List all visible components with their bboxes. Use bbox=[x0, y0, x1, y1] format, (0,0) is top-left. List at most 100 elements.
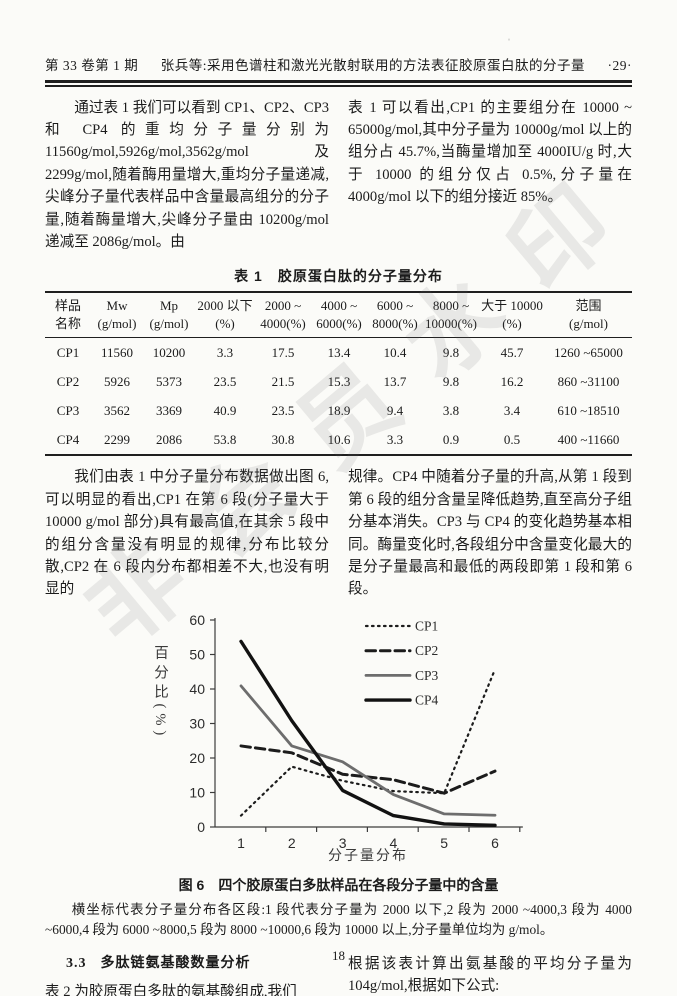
figure-note: 横坐标代表分子量分布各区段:1 段代表分子量为 2000 以下,2 段为 200… bbox=[45, 901, 632, 937]
table-cell: 13.7 bbox=[383, 373, 407, 389]
header-rule bbox=[45, 80, 632, 87]
table-cell: 53.8 bbox=[213, 431, 237, 447]
y-tick-label: 50 bbox=[189, 646, 205, 662]
table-cell: 5373 bbox=[156, 373, 182, 389]
paragraph: 根据该表计算出氨基酸的平均分子量为 104g/mol,根据如下公式: bbox=[348, 955, 632, 995]
section-number: 3.3 bbox=[66, 955, 87, 971]
table-cell: 3.8 bbox=[442, 402, 460, 418]
scan-artifact: ˈ bbox=[507, 36, 511, 50]
table-title: 表 1 胶原蛋白肽的分子量分布 bbox=[234, 268, 443, 285]
x-tick-label: 3 bbox=[339, 835, 347, 851]
table-cell: 0.5 bbox=[503, 431, 521, 447]
table-row: CP4 2299 2086 53.8 30.8 10.6 3.3 0.9 0.5 400 ~116… bbox=[45, 425, 632, 455]
table-cell: 610 ~18510 bbox=[557, 402, 620, 418]
table-cell: 9.8 bbox=[442, 373, 460, 389]
figure-caption: 图 6 四个胶原蛋白多肽样品在各段分子量中的含量 bbox=[178, 876, 499, 893]
table-cell: 21.5 bbox=[271, 373, 295, 389]
table-cell: 17.5 bbox=[271, 344, 295, 360]
paragraph: 表 2 为胶原蛋白多肽的氨基酸组成,我们 bbox=[45, 984, 297, 996]
text-block-2: 我们由表 1 中分子量分布数据做出图 6,可以明显的看出,CP1 在第 6 段(… bbox=[45, 466, 632, 600]
table-cell: 11560 bbox=[100, 344, 134, 360]
table-cell: 45.7 bbox=[500, 344, 524, 360]
paragraph: 规律。CP4 中随着分子量的升高,从第 1 段到第 6 段的组分含量呈降低趋势,… bbox=[348, 469, 632, 598]
table-cell: 0.9 bbox=[442, 431, 460, 447]
y-tick-label: 0 bbox=[197, 819, 205, 835]
table-cell: 3562 bbox=[104, 402, 130, 418]
col-header: 6000 ~8000(%) bbox=[367, 292, 423, 339]
table-cell: 2299 bbox=[104, 431, 130, 447]
table-cell: 3.3 bbox=[216, 344, 234, 360]
y-tick-label: 30 bbox=[189, 715, 205, 731]
series-CP1 bbox=[239, 668, 497, 817]
col-header: 范围 (g/mol) bbox=[545, 292, 632, 339]
table-cell: 5926 bbox=[104, 373, 130, 389]
table-cell: 23.5 bbox=[271, 402, 295, 418]
text-block-3: 3.3 多肽链氨基酸数量分析 表 2 为胶原蛋白多肽的氨基酸组成,我们 根据该表计… bbox=[45, 953, 632, 996]
table-cell: 15.3 bbox=[327, 373, 351, 389]
table-cell: 18.9 bbox=[327, 402, 351, 418]
table-cell: 30.8 bbox=[271, 431, 295, 447]
y-tick-label: 60 bbox=[189, 612, 205, 628]
col-header: 8000 ~10000(%) bbox=[423, 292, 479, 339]
col-header: 样品 名称 bbox=[45, 292, 91, 339]
table-cell: CP3 bbox=[56, 402, 80, 418]
col-header: 2000 以下 (%) bbox=[195, 292, 255, 339]
table-header-row: 样品 名称 Mw (g/mol) Mp (g/mol) 2000 以下 (%) 2000 ~40… bbox=[45, 292, 632, 339]
table-cell: 9.8 bbox=[442, 344, 460, 360]
table-cell: 10.6 bbox=[327, 431, 351, 447]
table-cell: 13.4 bbox=[327, 344, 351, 360]
table-cell: 1260 ~65000 bbox=[554, 344, 623, 360]
col-header: Mp (g/mol) bbox=[143, 292, 195, 339]
table-cell: CP4 bbox=[56, 431, 80, 447]
table-cell: 23.5 bbox=[213, 373, 237, 389]
table-row: CP3 3562 3369 40.9 23.5 18.9 9.4 3.8 3.4 610 ~185… bbox=[45, 396, 632, 425]
running-header: 第 33 卷第 1 期 张兵等:采用色谱柱和激光光散射联用的方法表征胶原蛋白肽的… bbox=[45, 54, 632, 74]
section-title: 多肽链氨基酸数量分析 bbox=[100, 955, 251, 971]
molecular-weight-table: 样品 名称 Mw (g/mol) Mp (g/mol) 2000 以下 (%) 2000 ~40… bbox=[45, 291, 632, 457]
table-cell: 40.9 bbox=[213, 402, 237, 418]
series-CP4 bbox=[239, 639, 497, 827]
x-tick-label: 6 bbox=[491, 835, 499, 851]
paragraph: 我们由表 1 中分子量分布数据做出图 6,可以明显的看出,CP1 在第 6 段(… bbox=[45, 469, 329, 598]
col-header: Mw (g/mol) bbox=[91, 292, 143, 339]
table-row: CP2 5926 5373 23.5 21.5 15.3 13.7 9.8 16.2 860 ~3… bbox=[45, 367, 632, 396]
section-heading: 3.3 多肽链氨基酸数量分析 bbox=[45, 953, 329, 975]
x-axis-label: 分子量分布 bbox=[328, 848, 408, 864]
table-cell: CP2 bbox=[56, 373, 80, 389]
y-tick-label: 40 bbox=[189, 681, 205, 697]
table-cell: 10200 bbox=[152, 344, 186, 360]
page-number-header: ·29· bbox=[607, 58, 632, 73]
table-cell: 16.2 bbox=[500, 373, 524, 389]
col-header: 2000 ~4000(%) bbox=[255, 292, 311, 339]
x-tick-label: 5 bbox=[440, 835, 448, 851]
x-tick-label: 2 bbox=[288, 835, 296, 851]
legend-label-CP4: CP4 bbox=[415, 692, 439, 707]
table-cell: 400 ~11660 bbox=[557, 431, 620, 447]
table-cell: 9.4 bbox=[386, 402, 404, 418]
line-chart: 0 10 20 30 40 50 60 1 2 3 4 5 6 CP1 CP2 CP3 CP4 bbox=[189, 612, 523, 851]
running-title: 张兵等:采用色谱柱和激光光散射联用的方法表征胶原蛋白肽的分子量 bbox=[160, 58, 585, 73]
legend-label-CP1: CP1 bbox=[415, 618, 438, 633]
col-header: 4000 ~6000(%) bbox=[311, 292, 367, 339]
paragraph: 通过表 1 我们可以看到 CP1、CP2、CP3 和 CP4 的重均分子量分别为… bbox=[45, 99, 329, 250]
legend-label-CP3: CP3 bbox=[415, 668, 439, 683]
table-cell: 860 ~31100 bbox=[557, 373, 620, 389]
x-tick-label: 4 bbox=[390, 835, 398, 851]
col-header: 大于 10000 (%) bbox=[479, 292, 545, 339]
table-cell: CP1 bbox=[56, 344, 80, 360]
text-block-1: 通过表 1 我们可以看到 CP1、CP2、CP3 和 CP4 的重均分子量分别为… bbox=[45, 97, 632, 254]
table-cell: 3369 bbox=[156, 402, 182, 418]
figure6-chart: 百分比(%) 0 10 20 30 40 50 60 1 2 3 4 5 6 CP1 CP2 CP3 CP4 分… bbox=[128, 609, 548, 865]
table-cell: 3.4 bbox=[503, 402, 521, 418]
table-cell: 2086 bbox=[156, 431, 182, 447]
table-cell: 10.4 bbox=[383, 344, 407, 360]
paragraph: 表 1 可以看出,CP1 的主要组分在 10000 ~ 65000g/mol,其… bbox=[348, 99, 632, 206]
volume-issue: 第 33 卷第 1 期 bbox=[45, 58, 139, 73]
legend-label-CP2: CP2 bbox=[415, 643, 438, 658]
y-tick-label: 20 bbox=[189, 750, 205, 766]
series-CP3 bbox=[239, 684, 497, 817]
y-tick-label: 10 bbox=[189, 784, 205, 800]
table-cell: 3.3 bbox=[386, 431, 404, 447]
page-number-footer: 18 bbox=[332, 948, 345, 963]
